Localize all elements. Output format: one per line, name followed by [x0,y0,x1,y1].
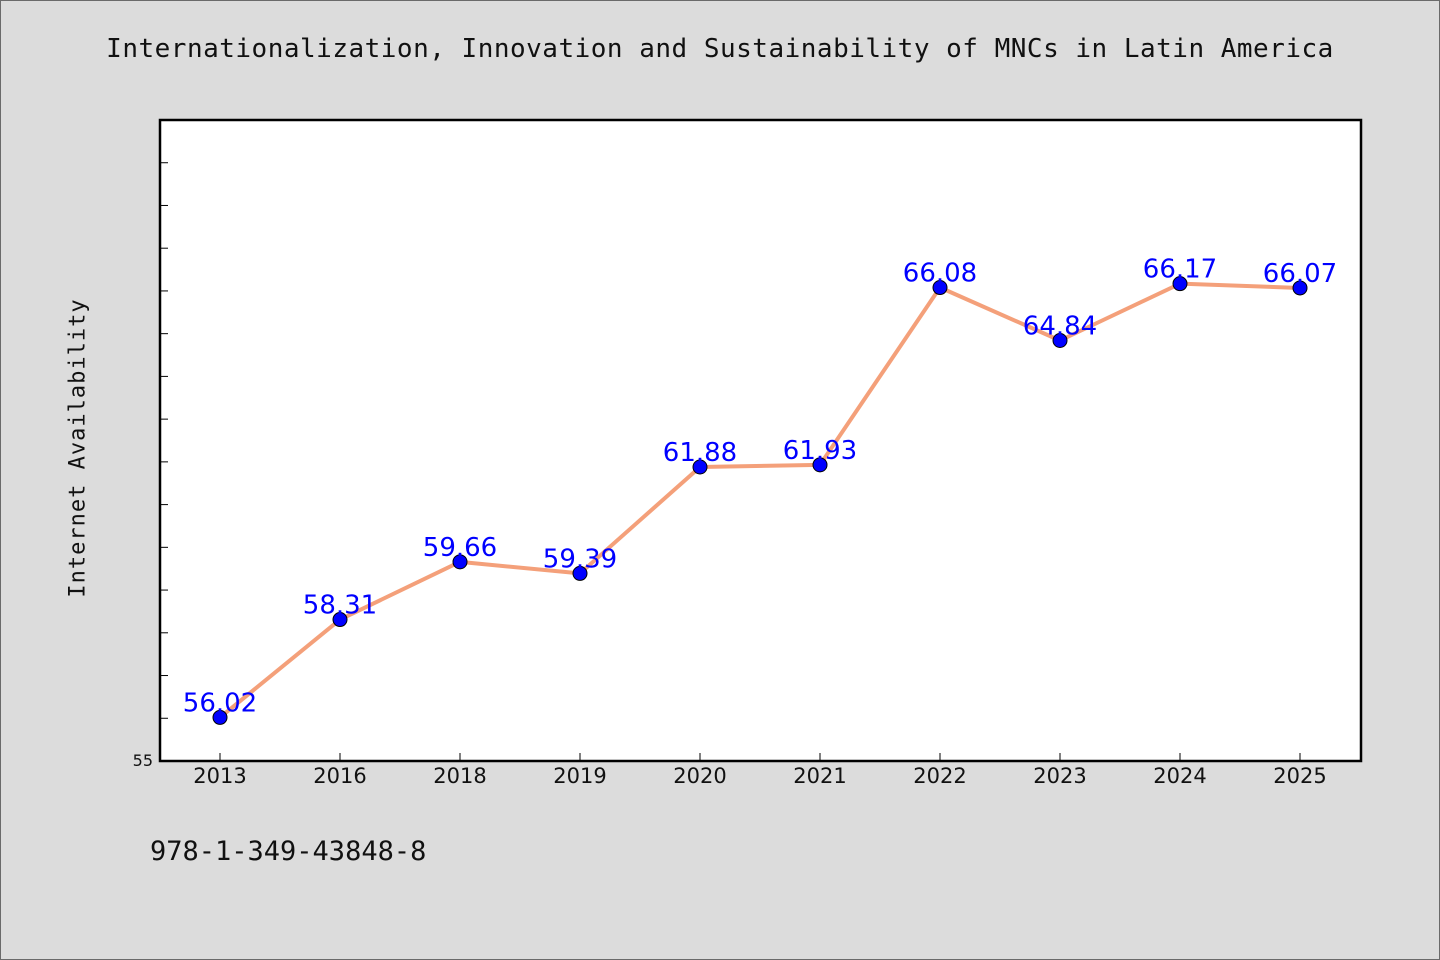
x-tick-label: 2020 [673,764,726,788]
data-label: 59.66 [423,533,497,563]
data-label: 58.31 [303,591,377,621]
data-point [452,554,468,570]
series-group: 56.02 58.31 59.66 59.39 61.88 61.93 66.08 64.84… [183,255,1337,725]
data-label: 56.02 [183,688,257,718]
x-tick-label: 2013 [193,764,246,788]
x-tick-label: 2018 [433,764,486,788]
data-label: 66.17 [1143,255,1217,285]
x-tick-label: 2019 [553,764,606,788]
x-tick-label: 2024 [1153,764,1206,788]
data-point [812,457,828,473]
data-point [932,280,948,296]
data-label: 59.39 [543,544,617,574]
data-label: 61.93 [783,436,857,466]
chart-title: Internationalization, Innovation and Sus… [106,34,1334,64]
x-axis-ticks: 2013 2016 2018 2019 2020 2021 2022 2023 2024 2025 [193,753,1327,788]
x-tick-label: 2022 [913,764,966,788]
x-tick-label: 2021 [793,764,846,788]
data-label: 64.84 [1023,312,1097,342]
data-label: 66.07 [1263,259,1337,289]
y-axis-ticks: 55 [133,162,168,770]
data-point [692,459,708,475]
data-label: 66.08 [903,259,977,289]
x-tick-label: 2025 [1273,764,1326,788]
plot-area [158,118,1363,763]
data-point [212,709,228,725]
footer-isbn: 978-1-349-43848-8 [150,836,427,867]
data-point [1052,333,1068,349]
data-point [572,565,588,581]
data-point [1172,276,1188,292]
data-point [1292,280,1308,296]
y-tick-label: 55 [133,751,153,770]
series-line [218,281,1301,719]
data-label: 61.88 [663,438,737,468]
x-tick-label: 2023 [1033,764,1086,788]
x-tick-label: 2016 [313,764,366,788]
data-point [332,612,348,628]
